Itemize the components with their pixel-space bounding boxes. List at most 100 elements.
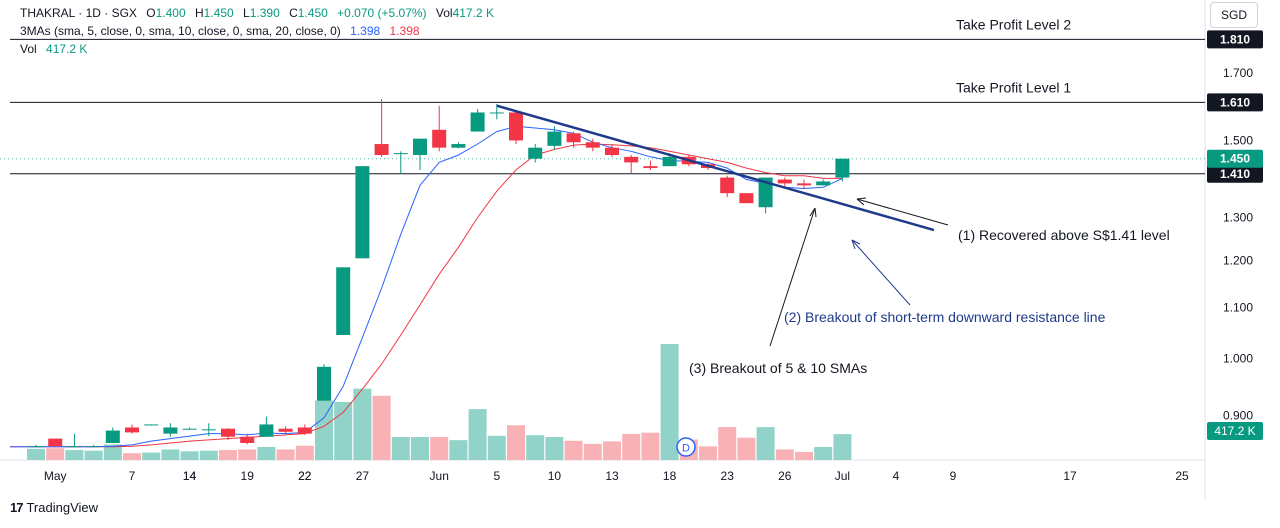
candle (451, 142, 466, 149)
candle-body (739, 193, 754, 204)
candle (374, 99, 389, 157)
candle-body (278, 428, 293, 432)
candle-body (297, 427, 312, 434)
volume-value: 417.2 K (452, 6, 494, 20)
candle-body (643, 166, 658, 169)
candle-body (624, 156, 639, 163)
time-label: 9 (950, 469, 957, 483)
price-tick-label: 1.200 (1223, 254, 1253, 268)
volume-bar (641, 432, 660, 460)
volume-bar (449, 440, 468, 460)
candle (585, 138, 600, 152)
time-label: 13 (605, 469, 619, 483)
candle-body (835, 158, 850, 178)
candle-body (816, 181, 831, 186)
candle (547, 126, 562, 150)
vol-legend[interactable]: Vol 417.2 K (20, 42, 93, 56)
candle-body (355, 166, 370, 259)
candle-body (144, 424, 159, 426)
high-value: 1.450 (203, 6, 234, 20)
level-name-label: Take Profit Level 2 (956, 16, 1071, 32)
candle (201, 423, 216, 437)
sma10-line (10, 143, 843, 448)
candle (566, 131, 581, 148)
candle (777, 177, 792, 188)
candle (355, 166, 370, 259)
high-label: H (194, 6, 204, 20)
candle (317, 364, 331, 401)
tradingview-brand[interactable]: 17 TradingView (10, 500, 98, 515)
resistance-trendline (496, 104, 935, 232)
volume-bar (718, 427, 737, 460)
candle-body (240, 436, 255, 443)
sma5-value: 1.398 (350, 24, 381, 38)
candle-body (67, 446, 82, 448)
candle (624, 154, 639, 174)
volume-bar (737, 437, 756, 460)
time-label: 14 (183, 469, 197, 483)
volume-bar (65, 450, 84, 460)
candle (221, 428, 235, 440)
candle-body (509, 112, 523, 141)
annotation-1-arrow (856, 198, 949, 226)
annotation-1-text: (1) Recovered above S$1.41 level (958, 227, 1170, 243)
candlesticks (29, 99, 850, 448)
dividend-label: D (682, 443, 690, 455)
candle (182, 427, 197, 430)
volume-bar (795, 451, 813, 460)
volume-bar (372, 395, 391, 460)
time-label: 7 (129, 469, 136, 483)
volume-bar (583, 443, 602, 460)
level-price-tag (1207, 30, 1263, 49)
close-value: 1.450 (297, 6, 328, 20)
candle (470, 109, 485, 132)
candle (432, 105, 447, 152)
volume-bar (622, 433, 641, 460)
dividend-marker: D (676, 437, 696, 457)
candle-body (125, 427, 139, 433)
time-label: 27 (356, 469, 370, 483)
currency-button[interactable]: SGD (1210, 2, 1258, 28)
time-label: 23 (721, 469, 735, 483)
candle (528, 144, 543, 163)
tradingview-logo-icon: 17 (10, 500, 24, 515)
candle-body (758, 177, 773, 208)
close-label: C (289, 6, 298, 20)
time-label: 19 (241, 469, 255, 483)
time-label: 5 (493, 469, 500, 483)
volume-bar (603, 441, 621, 460)
volume-bar (545, 437, 564, 460)
candle-body (528, 147, 543, 159)
ma-legend[interactable]: 3MAs (sma, 5, close, 0, sma, 10, close, … (20, 24, 426, 38)
sma10-value: 1.398 (389, 24, 420, 38)
brand-label: TradingView (26, 500, 99, 515)
arrowhead (851, 239, 861, 250)
sma5-line (10, 125, 843, 448)
candle-body (566, 133, 581, 143)
candle (67, 433, 82, 448)
volume-bar (295, 445, 314, 460)
candle-body (105, 430, 120, 443)
volume-bar (814, 446, 833, 460)
volume-bar (660, 344, 679, 460)
candle-body (720, 177, 735, 194)
volume-bar (180, 451, 199, 460)
volume-bar (334, 402, 353, 460)
candle-body (336, 267, 351, 335)
vol-row-value: 417.2 K (46, 42, 88, 56)
price-tick-label: 1.700 (1223, 66, 1253, 80)
ohlc-legend: THAKRAL · 1D · SGX O1.400 H1.450 L1.390 … (20, 6, 500, 20)
candle (86, 444, 101, 448)
last-price-label: 1.450 (1220, 152, 1250, 166)
candle-body (29, 446, 43, 448)
time-label: 26 (778, 469, 792, 483)
volume-bar (142, 452, 161, 460)
candle (739, 193, 754, 204)
volume-bar (564, 440, 583, 460)
candle-body (259, 424, 274, 437)
candle (835, 158, 850, 182)
candle-body (470, 112, 485, 132)
volume-label: Vol (435, 6, 453, 20)
candle-body (182, 428, 197, 430)
